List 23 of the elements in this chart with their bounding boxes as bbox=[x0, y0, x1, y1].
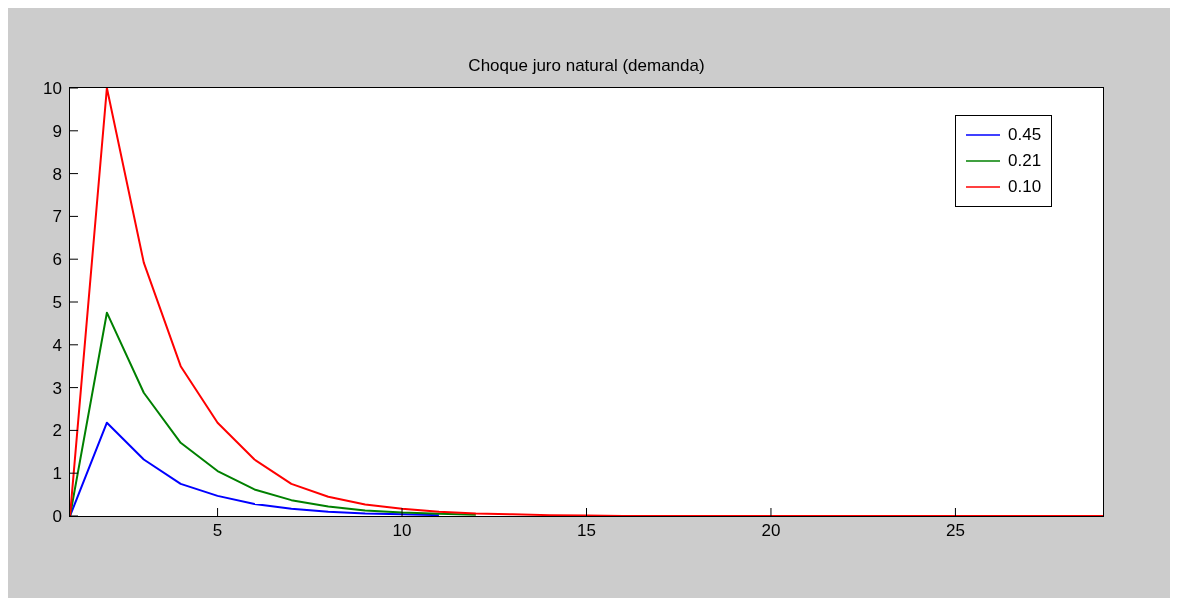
y-tick-label: 3 bbox=[52, 378, 62, 398]
x-tick-label: 5 bbox=[212, 521, 223, 541]
y-tick-label: 10 bbox=[43, 79, 62, 99]
y-tick-label: 7 bbox=[52, 207, 62, 227]
y-tick-label: 1 bbox=[52, 464, 62, 484]
y-tick-label: 5 bbox=[52, 293, 62, 313]
y-tick-label: 9 bbox=[52, 121, 62, 141]
legend-label: 0.21 bbox=[1008, 150, 1042, 172]
legend-label: 0.10 bbox=[1008, 176, 1042, 198]
y-tick-label: 0 bbox=[52, 507, 62, 527]
chart-title: Choque juro natural (demanda) bbox=[467, 56, 706, 76]
line-series bbox=[70, 311, 477, 516]
x-tick-label: 25 bbox=[945, 521, 965, 541]
legend-label: 0.45 bbox=[1008, 124, 1042, 146]
x-tick-label: 20 bbox=[761, 521, 781, 541]
line-series bbox=[70, 88, 1103, 516]
y-tick-label: 8 bbox=[52, 164, 62, 184]
y-tick-label: 6 bbox=[52, 250, 62, 270]
x-tick-label: 10 bbox=[392, 521, 412, 541]
x-tick-label: 15 bbox=[577, 521, 596, 541]
y-tick-label: 4 bbox=[52, 335, 62, 355]
y-tick-label: 2 bbox=[52, 421, 62, 441]
line-series bbox=[70, 421, 440, 516]
